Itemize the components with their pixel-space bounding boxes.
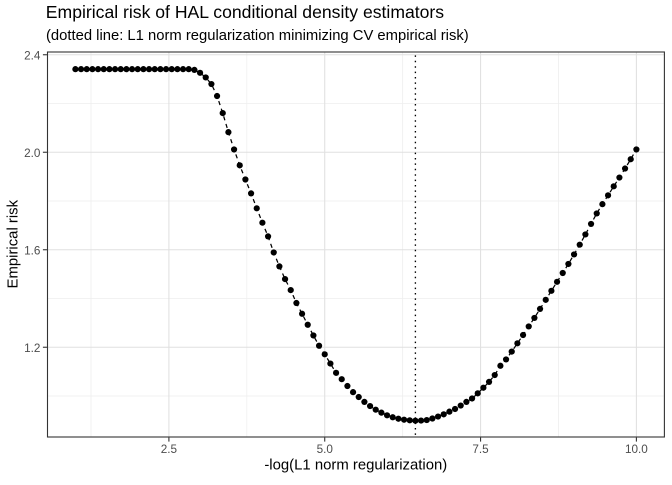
svg-text:7.5: 7.5 bbox=[472, 443, 489, 456]
svg-text:10.0: 10.0 bbox=[625, 443, 648, 456]
svg-text:Empirical risk: Empirical risk bbox=[6, 199, 22, 288]
svg-text:1.6: 1.6 bbox=[24, 244, 40, 257]
svg-text:-log(L1 norm regularization): -log(L1 norm regularization) bbox=[264, 457, 447, 473]
svg-text:2.5: 2.5 bbox=[161, 443, 178, 456]
svg-text:Empirical risk of HAL conditio: Empirical risk of HAL conditional densit… bbox=[46, 2, 444, 22]
svg-text:2.0: 2.0 bbox=[24, 147, 41, 160]
svg-text:2.4: 2.4 bbox=[24, 49, 41, 62]
svg-text:1.2: 1.2 bbox=[24, 342, 40, 355]
svg-text:5.0: 5.0 bbox=[317, 443, 334, 456]
svg-text:(dotted line: L1 norm regulari: (dotted line: L1 norm regularization min… bbox=[46, 28, 469, 44]
